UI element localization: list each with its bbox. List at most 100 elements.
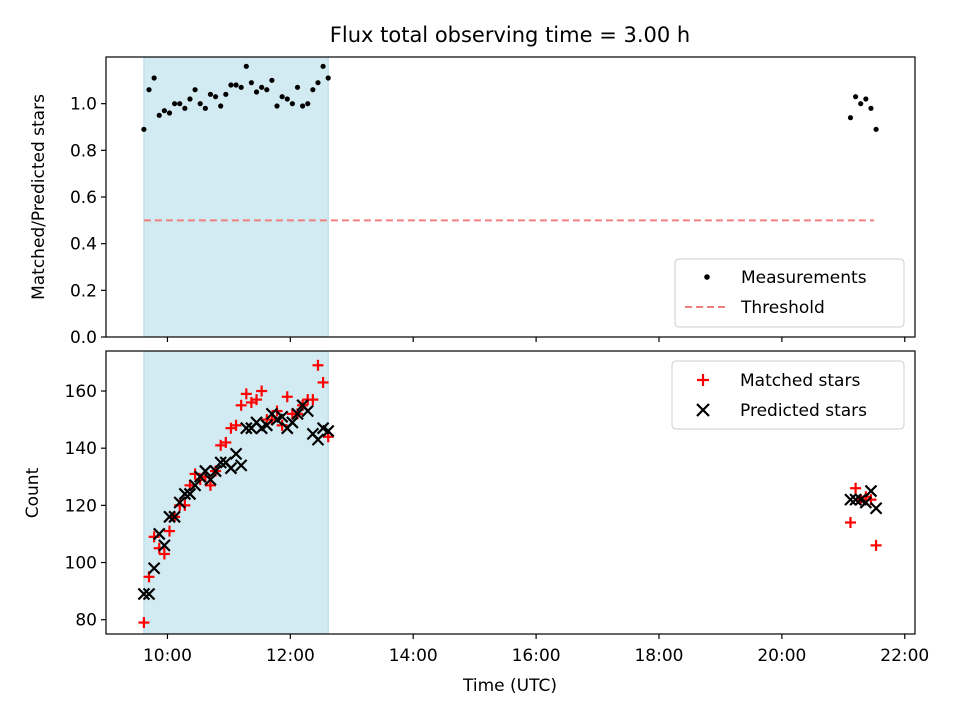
measurement-point — [197, 101, 203, 107]
predicted-star-point — [286, 416, 299, 429]
matched-star-point — [158, 548, 170, 560]
x-tick-label: 22:00 — [880, 646, 929, 666]
predicted-star-point — [234, 459, 248, 472]
measurement-point — [294, 84, 301, 90]
top-y-axis: 0.0 0.2 0.4 0.6 0.8 1.0 — [70, 95, 106, 348]
predicted-star-point — [188, 479, 202, 492]
measurement-point — [182, 105, 188, 111]
matched-star-point — [220, 436, 232, 448]
matched-star-point — [307, 394, 319, 406]
measurement-point — [248, 80, 255, 86]
predicted-star-point — [183, 487, 197, 501]
predicted-star-point — [204, 473, 217, 486]
measurement-point — [192, 87, 198, 93]
measurement-point — [177, 101, 183, 107]
measurement-point — [868, 105, 874, 111]
top-plot-frame — [105, 56, 916, 338]
y-tick-label: 120 — [65, 496, 97, 516]
predicted-star-point — [859, 496, 873, 509]
predicted-star-point — [168, 510, 181, 524]
y-tick-label: 0.4 — [70, 235, 97, 255]
bottom-observing-window — [143, 350, 329, 635]
top-panel: 0.0 0.2 0.4 0.6 0.8 1.0 Matched/Predicted sta… — [29, 56, 916, 348]
measurement-point — [202, 105, 208, 111]
top-legend-threshold-label: Threshold — [740, 298, 825, 318]
matched-star-point — [251, 394, 263, 406]
predicted-star-point — [178, 487, 192, 501]
predicted-stars-points — [137, 399, 883, 601]
measurement-point — [305, 101, 311, 107]
predicted-star-point — [137, 587, 151, 601]
top-legend-measurements-label: Measurements — [741, 268, 867, 288]
measurement-point — [279, 94, 285, 100]
x-tick-label: 14:00 — [389, 646, 438, 666]
observing-window-band — [143, 350, 329, 635]
y-tick-label: 0.8 — [70, 141, 97, 161]
bottom-legend-predicted-label: Predicted stars — [740, 401, 867, 421]
predicted-star-point — [275, 410, 289, 424]
top-legend: Measurements Threshold — [674, 258, 905, 328]
measurement-point — [223, 91, 229, 97]
matched-star-point — [230, 419, 242, 431]
measurement-point — [310, 87, 316, 93]
predicted-star-point — [321, 424, 335, 438]
matched-star-point — [256, 385, 268, 397]
x-tick-label: 16:00 — [512, 646, 561, 666]
measurement-point — [151, 75, 157, 81]
measurement-point — [264, 87, 270, 93]
figure-title: Flux total observing time = 3.00 h — [330, 23, 690, 47]
matched-star-point — [240, 388, 252, 400]
matched-star-point — [281, 391, 293, 403]
matched-star-point — [850, 482, 862, 494]
matched-star-point — [312, 359, 324, 371]
predicted-star-point — [311, 433, 325, 446]
bottom-legend-predicted-swatch — [696, 403, 710, 417]
y-tick-label: 100 — [65, 554, 97, 574]
measurement-point — [853, 94, 859, 100]
matched-star-point — [317, 376, 329, 388]
measurement-point — [873, 126, 879, 132]
measurement-point — [187, 96, 193, 102]
measurement-point — [289, 101, 295, 107]
x-tick-label: 18:00 — [634, 646, 683, 666]
measurement-point — [847, 115, 854, 121]
measurement-point — [233, 82, 239, 88]
bottom-x-label: Time (UTC) — [462, 676, 557, 696]
measurement-point — [320, 63, 326, 69]
measurement-point — [858, 101, 864, 107]
measurement-point — [243, 63, 249, 69]
predicted-star-point — [209, 464, 222, 478]
y-tick-label: 80 — [75, 611, 97, 631]
x-tick-label: 12:00 — [266, 646, 315, 666]
predicted-star-point — [260, 419, 274, 432]
measurement-point — [166, 110, 173, 116]
measurement-point — [218, 103, 224, 109]
top-measurement-points — [141, 63, 879, 132]
predicted-star-point — [173, 496, 187, 509]
measurement-point — [315, 80, 321, 86]
predicted-star-point — [152, 527, 166, 541]
top-legend-measurement-swatch — [704, 274, 710, 280]
measurement-point — [207, 91, 214, 97]
predicted-star-point — [849, 493, 862, 506]
bottom-panel: 80 100 120 140 160 10:00 12:00 14:00 16:00 18:00… — [23, 350, 929, 696]
y-tick-label: 1.0 — [70, 95, 97, 115]
y-tick-label: 0.0 — [70, 328, 97, 348]
bottom-legend-box — [671, 360, 905, 430]
predicted-star-point — [214, 456, 227, 469]
y-tick-label: 160 — [65, 382, 97, 402]
measurement-point — [300, 103, 306, 109]
measurement-point — [253, 89, 260, 95]
y-tick-label: 0.2 — [70, 281, 97, 301]
measurement-point — [863, 96, 869, 102]
predicted-star-point — [224, 461, 238, 475]
x-tick-label: 10:00 — [143, 646, 192, 666]
measurement-point — [146, 87, 152, 93]
bottom-y-axis: 80 100 120 140 160 — [65, 382, 106, 631]
predicted-star-point — [869, 501, 883, 515]
bottom-x-axis: 10:00 12:00 14:00 16:00 18:00 20:00 22:00 — [143, 634, 929, 666]
top-legend-box — [674, 258, 905, 328]
measurement-point — [141, 126, 147, 132]
bottom-legend-matched-label: Matched stars — [740, 371, 860, 391]
